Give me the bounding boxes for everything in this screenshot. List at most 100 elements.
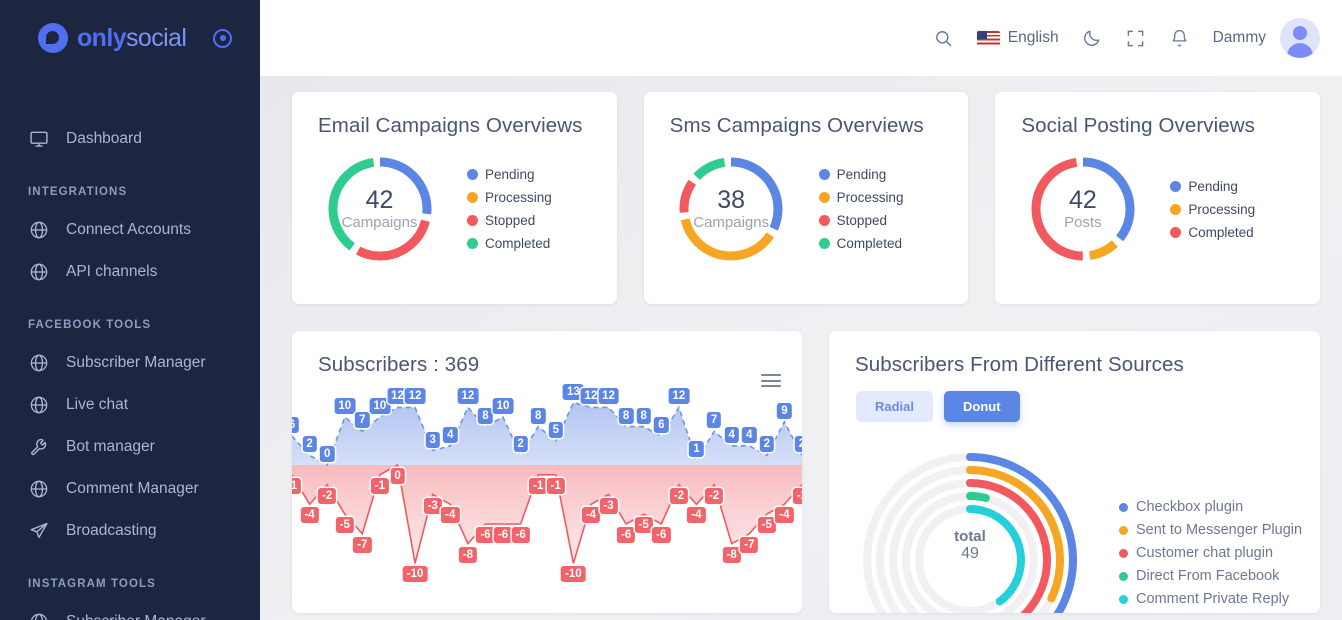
subscribers-area-chart: 6201071012123412810285131212886121744292… xyxy=(292,379,802,613)
overview-legend: Pending Processing Stopped Completed xyxy=(818,167,904,251)
search-icon xyxy=(933,27,955,49)
avatar[interactable] xyxy=(1280,18,1320,58)
legend-item[interactable]: Pending xyxy=(818,167,904,182)
sidebar-item-connect-accounts[interactable]: Connect Accounts xyxy=(0,209,260,251)
data-label: -5 xyxy=(757,517,776,534)
data-label: -2 xyxy=(318,487,337,504)
data-label: 3 xyxy=(425,431,440,448)
sidebar-item-api-channels[interactable]: API channels xyxy=(0,251,260,293)
data-label: 7 xyxy=(355,412,370,429)
target-dot-icon[interactable] xyxy=(213,28,233,48)
legend-label: Pending xyxy=(485,167,535,182)
fullscreen-button[interactable] xyxy=(1125,27,1147,49)
legend-color-dot xyxy=(1119,549,1128,558)
overview-card-1: Sms Campaigns Overviews 38 Campaigns Pendin… xyxy=(643,92,969,304)
legend-color-dot xyxy=(1170,226,1182,238)
legend-item[interactable]: Direct From Facebook xyxy=(1119,565,1309,588)
moon-icon xyxy=(1081,27,1103,49)
donut-chart-wrapper: 42 Campaigns xyxy=(292,154,467,264)
legend-label: Checkbox plugin xyxy=(1136,499,1244,515)
brand-name-bold: only xyxy=(77,23,127,52)
donut-chart-wrapper: 38 Campaigns xyxy=(644,154,819,264)
legend-item[interactable]: Processing xyxy=(467,190,552,205)
data-label: -2 xyxy=(704,487,724,504)
data-label: -6 xyxy=(652,527,671,543)
legend-item[interactable]: Stopped xyxy=(818,213,904,228)
globe-icon xyxy=(28,394,50,416)
data-label: -1 xyxy=(546,477,565,494)
sidebar-item-label: Subscriber Manager xyxy=(66,613,206,620)
data-label: 12 xyxy=(404,388,426,405)
legend-item[interactable]: Processing xyxy=(1170,202,1255,217)
legend-item[interactable]: Sent to Messenger Plugin xyxy=(1119,519,1309,542)
donut-unit: Campaigns xyxy=(341,213,418,231)
sidebar-section-instagram-tools: INSTAGRAM TOOLS xyxy=(28,578,156,590)
search-button[interactable] xyxy=(933,27,955,49)
data-label: 10 xyxy=(492,398,514,414)
sidebar-item-live-chat[interactable]: Live chat xyxy=(0,384,260,426)
data-label: 4 xyxy=(724,426,739,443)
legend-color-dot xyxy=(1119,503,1128,512)
legend-label: Completed xyxy=(485,236,551,251)
notifications-button[interactable] xyxy=(1169,27,1191,49)
data-label: 0 xyxy=(390,468,405,484)
legend-item[interactable]: Stopped xyxy=(467,213,552,228)
legend-item[interactable]: Completed xyxy=(1170,225,1255,240)
donut-toggle-button[interactable]: Donut xyxy=(944,391,1020,422)
overview-card-title: Social Posting Overviews xyxy=(1021,114,1256,137)
bell-icon xyxy=(1169,27,1191,49)
user-menu[interactable]: Dammy xyxy=(1213,18,1320,58)
legend-item[interactable]: Customer chat plugin xyxy=(1119,542,1309,565)
data-label: -6 xyxy=(476,527,495,543)
fullscreen-icon xyxy=(1125,27,1147,49)
overview-card-2: Social Posting Overviews 42 Posts Pending Pr… xyxy=(995,92,1321,304)
charts-row: Subscribers : 369 6201071012123412810285… xyxy=(292,331,1320,613)
legend-label: Processing xyxy=(1188,201,1256,217)
legend-item[interactable]: Comment Private Reply xyxy=(1119,588,1309,611)
data-label: 4 xyxy=(742,426,757,443)
data-label: 12 xyxy=(668,388,690,405)
legend-color-dot xyxy=(467,215,478,226)
legend-color-dot xyxy=(467,238,478,249)
legend-item[interactable]: Pending xyxy=(1170,179,1255,194)
sidebar-item-bot-manager[interactable]: Bot manager xyxy=(0,426,260,468)
overview-card-0: Email Campaigns Overviews 42 Campaigns Pend… xyxy=(292,92,617,304)
legend-item[interactable]: Completed xyxy=(467,236,552,251)
dark-mode-toggle[interactable] xyxy=(1081,27,1103,49)
us-flag-icon xyxy=(976,30,1000,46)
donut-chart: 42 Posts xyxy=(1028,154,1138,264)
brand-logo[interactable]: onlysocial xyxy=(0,0,260,76)
legend-color-dot xyxy=(818,215,830,226)
sidebar-item-subscriber-manager[interactable]: Subscriber Manager xyxy=(0,342,260,384)
legend-item[interactable]: Checkbox plugin xyxy=(1119,496,1309,519)
data-label: -2 xyxy=(669,487,689,504)
data-label: -6 xyxy=(493,527,513,543)
sidebar-item-dashboard[interactable]: Dashboard xyxy=(0,118,260,160)
chart-type-toggle: Radial Donut xyxy=(829,377,1320,422)
data-label: -4 xyxy=(687,507,706,524)
data-label: 12 xyxy=(457,388,479,405)
legend-item[interactable]: Completed xyxy=(818,236,904,251)
language-label: English xyxy=(1007,29,1059,46)
language-selector[interactable]: English xyxy=(976,29,1059,47)
sidebar-item-subscriber-manager[interactable]: Subscriber Manager xyxy=(0,601,260,620)
dashboard-content: Email Campaigns Overviews 42 Campaigns Pend… xyxy=(260,76,1342,620)
data-label: 9 xyxy=(777,402,792,419)
sidebar: onlysocial Dashboard INTEGRATIONS Connect … xyxy=(0,0,260,620)
legend-color-dot xyxy=(818,192,830,203)
sidebar-item-comment-manager[interactable]: Comment Manager xyxy=(0,468,260,510)
donut-value: 42 xyxy=(1068,186,1097,215)
legend-item[interactable]: Pending xyxy=(467,167,552,182)
legend-color-dot xyxy=(467,169,478,180)
sidebar-item-broadcasting[interactable]: Broadcasting xyxy=(0,510,260,552)
data-label: -6 xyxy=(511,527,530,543)
monitor-icon xyxy=(28,128,50,150)
hamburger-menu-icon[interactable] xyxy=(761,374,781,391)
legend-label: Completed xyxy=(836,236,902,251)
legend-label: Sent to Messenger Plugin xyxy=(1136,522,1303,538)
radial-toggle-button[interactable]: Radial xyxy=(856,391,934,422)
donut-chart-wrapper: 42 Posts xyxy=(995,154,1170,264)
legend-item[interactable]: Processing xyxy=(818,190,903,205)
legend-label: Pending xyxy=(836,167,887,182)
sidebar-item-label: Subscriber Manager xyxy=(66,354,206,371)
